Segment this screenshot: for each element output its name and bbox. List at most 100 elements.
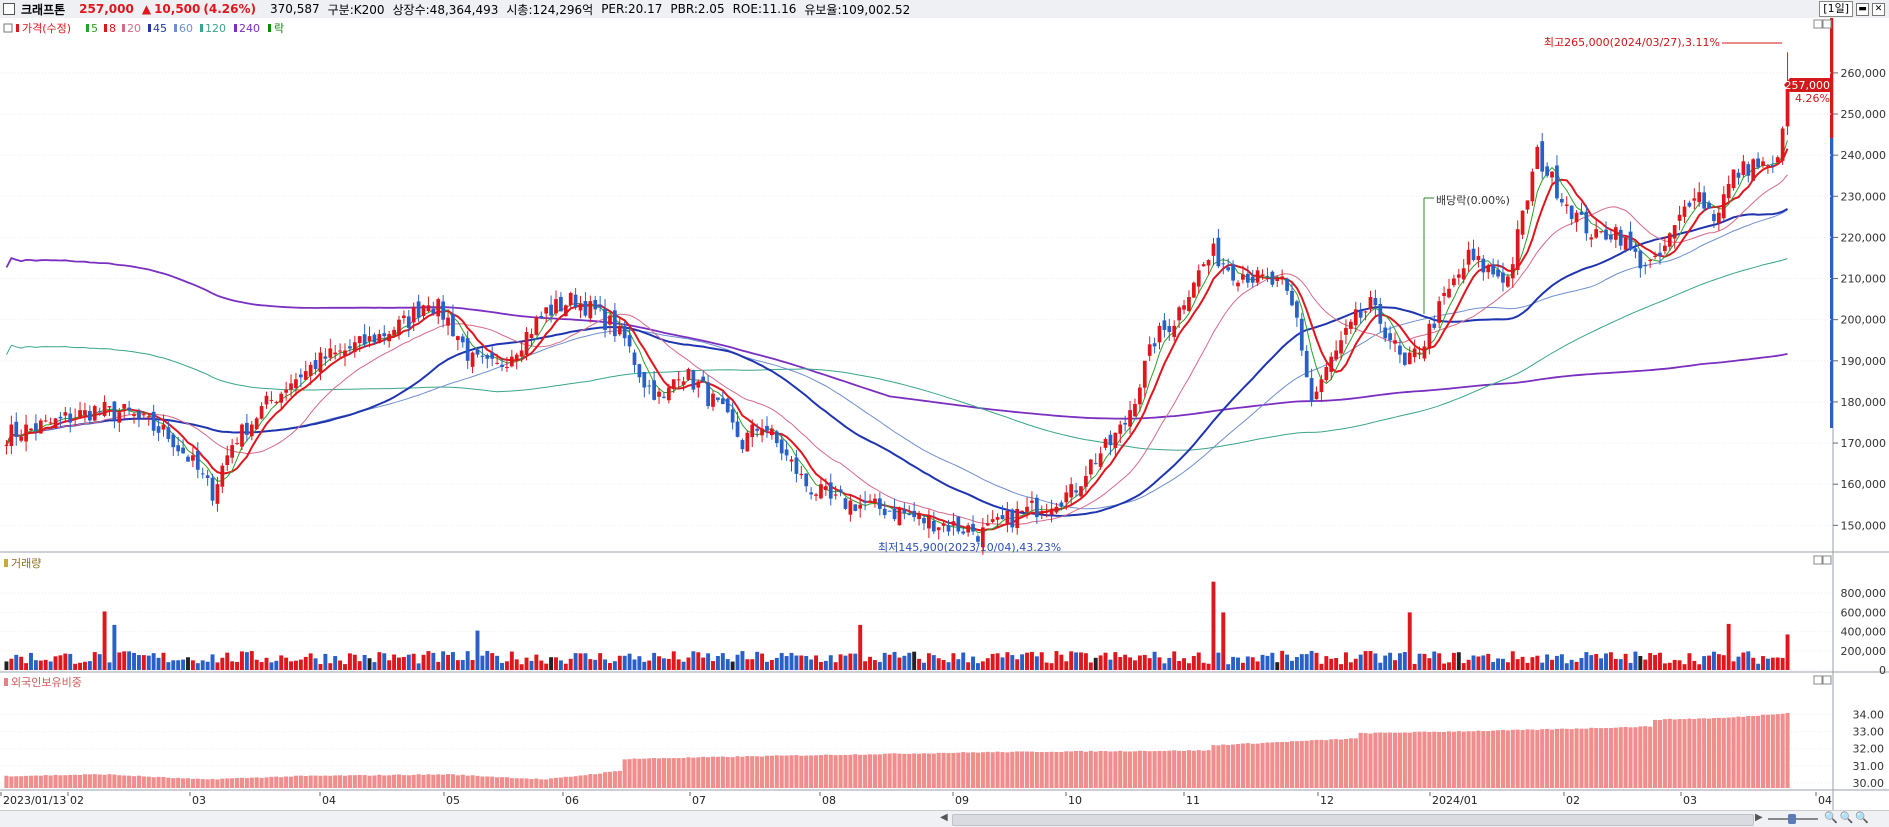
foreign-ratio-bar: [1437, 731, 1442, 788]
axis-ticks: 150,000 160,000 170,000 180,000 190,000 200,0…: [1833, 67, 1886, 790]
candle-body: [730, 409, 735, 423]
volume-bar: [936, 658, 941, 670]
candle-body: [1667, 233, 1672, 247]
close-icon[interactable]: ✕: [1872, 2, 1885, 16]
volume-bar: [343, 664, 347, 670]
foreign-ratio-bar: [715, 756, 720, 788]
candle-body: [691, 370, 696, 390]
candle-body: [1167, 326, 1172, 333]
volume-bar: [1000, 657, 1005, 670]
scroll-thumb[interactable]: [952, 814, 1754, 826]
volume-bar: [519, 664, 524, 670]
scroll-right-icon[interactable]: ▶: [1755, 812, 1763, 823]
foreign-ratio-bar: [1343, 738, 1349, 788]
candle-body: [141, 414, 146, 416]
foreign-ratio-bar: [200, 779, 205, 788]
stock-chart[interactable]: 150,000 160,000 170,000 180,000 190,000 200,0…: [0, 18, 1889, 810]
foreign-ratio-bar: [1240, 743, 1245, 788]
foreign-panel-close-icon[interactable]: [1822, 675, 1832, 685]
zoom-icons[interactable]: 🔍🔍🔍: [1824, 811, 1872, 824]
candle-body: [1304, 350, 1309, 378]
foreign-ratio-bar: [701, 756, 706, 788]
foreign-ratio-bar: [141, 776, 146, 788]
candle-body: [200, 473, 205, 475]
volume-bar: [661, 658, 666, 670]
candle-body: [647, 385, 652, 387]
candle-body: [480, 355, 485, 357]
foreign-ratio-bar: [1495, 730, 1501, 788]
foreign-ratio-bar: [1780, 713, 1785, 788]
foreign-ratio-bar: [382, 775, 387, 788]
select-checkbox[interactable]: [3, 3, 15, 15]
volume-bar: [1501, 658, 1505, 670]
foreign-ratio-bar: [1594, 728, 1599, 788]
volume-bar: [941, 659, 946, 670]
volume-bar: [524, 657, 529, 670]
candle-body: [608, 315, 612, 325]
period-button[interactable]: [1일]: [1819, 1, 1853, 17]
volume-bar: [1687, 653, 1692, 670]
foreign-panel-maximize-icon[interactable]: [1813, 675, 1823, 685]
foreign-ratio-bar: [917, 753, 922, 788]
volume-bar: [1093, 657, 1098, 670]
volume-panel-maximize-icon[interactable]: [1813, 555, 1823, 565]
zoom-knob[interactable]: [1788, 814, 1796, 824]
candle-body: [1682, 206, 1687, 217]
foreign-ratio-bar: [1152, 751, 1157, 788]
volume-bar: [1545, 654, 1550, 670]
foreign-ratio-bar: [823, 754, 828, 788]
volume-bar: [465, 651, 470, 670]
price-panel-maximize-icon[interactable]: [1813, 19, 1823, 29]
volume-bar: [1702, 656, 1707, 670]
volume-bar: [617, 655, 622, 670]
foreign-ratio-bar: [504, 777, 509, 788]
price-panel-close-icon[interactable]: [1822, 19, 1832, 29]
foreign-ratio-bar: [77, 774, 83, 788]
volume-bar: [1476, 656, 1481, 670]
candle-body: [848, 500, 853, 515]
candle-body: [946, 525, 951, 532]
candle-body: [637, 364, 642, 378]
volume-bar: [1437, 653, 1442, 670]
volume-bar: [289, 661, 293, 670]
foreign-ratio-bar: [1093, 751, 1098, 788]
foreign-ratio-bar: [1667, 718, 1672, 788]
foreign-ratio-bar: [495, 777, 500, 788]
chart-scrollbar[interactable]: ◀ ▶ 🔍🔍🔍: [0, 810, 1889, 827]
scroll-left-icon[interactable]: ◀: [940, 812, 948, 823]
volume-tick-label: 200,000: [1841, 645, 1887, 658]
volume-bar: [186, 657, 190, 670]
foreign-ratio-bar: [1348, 738, 1353, 788]
volume-bar: [612, 661, 617, 670]
foreign-ratio-bar: [863, 754, 868, 788]
minimize-icon[interactable]: ▬: [1856, 2, 1869, 16]
candle-body: [1241, 274, 1245, 280]
foreign-ratio-bar: [1039, 752, 1044, 788]
foreign-ratio-bar: [809, 755, 814, 788]
volume-bar: [1255, 661, 1260, 670]
foreign-ratio-bar: [926, 753, 931, 788]
volume-bar: [38, 660, 43, 670]
volume-bar: [1280, 650, 1285, 670]
foreign-ratio-bar: [431, 774, 436, 788]
candle-body: [681, 381, 686, 385]
foreign-ratio-bar: [9, 776, 14, 788]
candle-body: [1133, 403, 1137, 417]
volume-bar: [1736, 656, 1741, 670]
foreign-ratio-bar: [1186, 750, 1192, 788]
foreign-ratio-bar: [1334, 739, 1339, 788]
reserve-ratio: 유보율:109,002.52: [804, 2, 911, 17]
volume-bar: [1648, 653, 1653, 670]
foreign-ratio-bar: [1324, 740, 1329, 788]
volume-bar: [500, 662, 504, 670]
stock-name[interactable]: 크래프톤: [21, 2, 66, 17]
legend-toggle[interactable]: [3, 23, 13, 33]
volume-bar: [1368, 650, 1373, 670]
volume-bar: [171, 660, 176, 670]
volume-panel-close-icon[interactable]: [1822, 555, 1832, 565]
candle-body: [24, 424, 28, 442]
zoom-slider[interactable]: [1768, 814, 1818, 824]
candle-body: [662, 396, 666, 398]
volume-bar: [1442, 663, 1447, 670]
foreign-ratio-bar: [4, 775, 9, 788]
